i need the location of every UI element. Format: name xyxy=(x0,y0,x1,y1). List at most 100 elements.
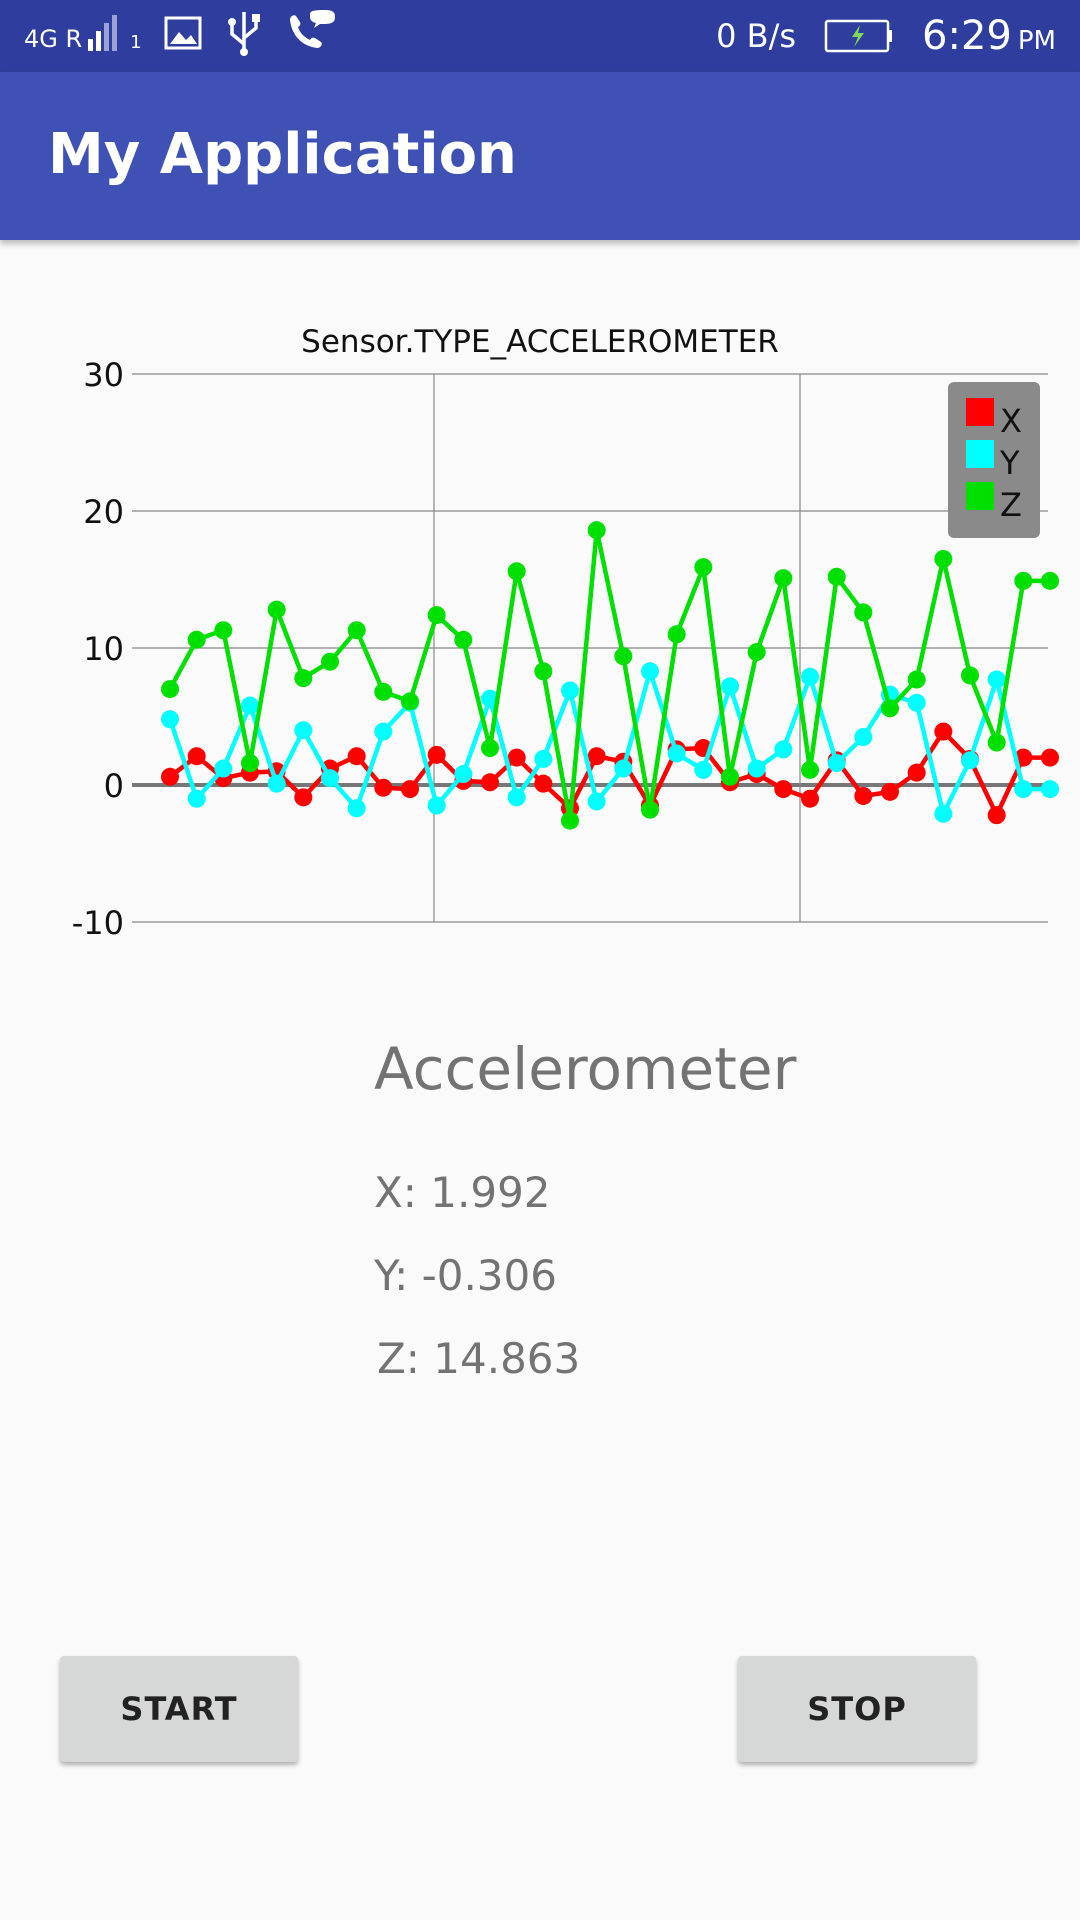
data-point-y xyxy=(1014,780,1033,799)
y-tick-label: 20 xyxy=(83,493,124,531)
data-point-y xyxy=(587,792,606,811)
data-point-x xyxy=(801,789,819,808)
data-point-z xyxy=(907,670,926,689)
data-point-y xyxy=(241,696,259,715)
data-point-x xyxy=(587,747,606,766)
data-point-z xyxy=(214,621,233,640)
data-point-x xyxy=(881,782,899,801)
data-point-y xyxy=(161,710,179,729)
data-point-y xyxy=(774,740,793,759)
z-reading: Z: 14.863 xyxy=(377,1334,581,1383)
data-point-y xyxy=(214,759,233,778)
battery-charging-icon xyxy=(824,19,893,53)
data-point-y xyxy=(667,744,686,763)
data-point-z xyxy=(294,669,313,688)
legend-swatch-z xyxy=(966,482,994,510)
status-bar: 4G R 1 0 B/s xyxy=(0,0,1080,72)
data-point-x xyxy=(774,780,793,799)
data-point-y xyxy=(294,721,313,740)
data-point-z xyxy=(961,666,979,685)
data-point-y xyxy=(321,769,339,788)
clock: 6:29 PM xyxy=(922,13,1056,59)
clock-ampm: PM xyxy=(1017,26,1056,56)
series-x xyxy=(161,722,1059,825)
data-point-z xyxy=(747,643,766,662)
usb-icon xyxy=(227,12,260,56)
data-point-z xyxy=(561,811,579,830)
data-point-y xyxy=(454,765,473,784)
series-line-y xyxy=(167,669,1050,817)
data-point-y xyxy=(827,754,846,773)
data-point-z xyxy=(721,767,739,786)
stop-button[interactable]: STOP xyxy=(738,1656,976,1762)
data-point-y xyxy=(1041,780,1059,799)
data-point-x xyxy=(427,745,446,764)
data-point-x xyxy=(507,748,526,767)
data-point-x xyxy=(1041,748,1059,767)
y-reading: Y: -0.306 xyxy=(374,1251,557,1300)
data-point-z xyxy=(801,760,819,779)
chart-title: Sensor.TYPE_ACCELEROMETER xyxy=(301,324,779,360)
data-point-y xyxy=(507,788,526,807)
data-point-y xyxy=(347,799,366,818)
data-point-y xyxy=(747,759,766,778)
data-point-z xyxy=(267,600,286,619)
data-point-y xyxy=(641,662,659,681)
data-point-x xyxy=(401,780,419,799)
data-point-x xyxy=(187,747,206,766)
data-point-y xyxy=(374,722,393,741)
data-point-z xyxy=(667,625,686,644)
chart-y-ticks: 30 20 10 0 -10 xyxy=(72,356,124,942)
data-point-x xyxy=(934,722,953,741)
image-icon xyxy=(164,16,202,50)
data-point-z xyxy=(854,603,873,622)
app-bar: My Application xyxy=(0,72,1080,240)
data-point-y xyxy=(561,681,579,700)
data-point-z xyxy=(694,558,713,577)
x-reading: X: 1.992 xyxy=(374,1168,551,1217)
data-point-z xyxy=(161,680,179,699)
sensor-heading: Accelerometer xyxy=(374,1035,797,1103)
status-icons-right: 0 B/s 6:29 PM xyxy=(716,0,1056,72)
network-type: 4G R xyxy=(24,25,83,53)
y-tick-label: -10 xyxy=(72,904,124,942)
data-point-x xyxy=(987,806,1006,825)
data-point-x xyxy=(534,774,553,793)
sim-slot: 1 xyxy=(130,32,142,53)
data-point-z xyxy=(534,662,553,681)
series-line-z xyxy=(168,527,1050,823)
data-point-z xyxy=(934,549,953,568)
legend-label-x: X xyxy=(1000,402,1022,440)
data-point-z xyxy=(507,562,526,581)
data-point-y xyxy=(987,670,1006,689)
app-title: My Application xyxy=(48,122,517,187)
data-point-z xyxy=(987,733,1006,752)
data-point-z xyxy=(454,630,473,649)
accelerometer-chart: 30 20 10 0 -10 Sensor.TYPE_ACCELEROMETER XYZ xyxy=(72,324,1059,942)
data-point-y xyxy=(614,759,633,778)
data-point-z xyxy=(881,699,899,718)
data-point-y xyxy=(427,796,446,815)
data-point-x xyxy=(481,773,499,792)
data-point-z xyxy=(427,606,446,625)
signal-icon xyxy=(88,15,118,51)
legend-label-z: Z xyxy=(1000,486,1022,524)
start-button[interactable]: START xyxy=(60,1656,298,1762)
data-point-x xyxy=(907,763,926,782)
data-point-y xyxy=(187,789,206,808)
data-point-y xyxy=(961,751,979,770)
y-tick-label: 30 xyxy=(83,356,124,394)
data-point-z xyxy=(374,682,393,701)
data-point-z xyxy=(774,569,793,588)
data-point-z xyxy=(321,652,339,671)
data-point-y xyxy=(694,760,713,779)
data-point-z xyxy=(241,754,259,773)
data-point-x xyxy=(161,767,179,786)
legend-swatch-x xyxy=(966,398,994,426)
data-point-x xyxy=(347,747,366,766)
data-point-z xyxy=(187,630,206,649)
y-tick-label: 10 xyxy=(83,630,124,668)
data-point-z xyxy=(614,647,633,666)
data-point-y xyxy=(907,693,926,712)
data-point-y xyxy=(534,749,553,768)
